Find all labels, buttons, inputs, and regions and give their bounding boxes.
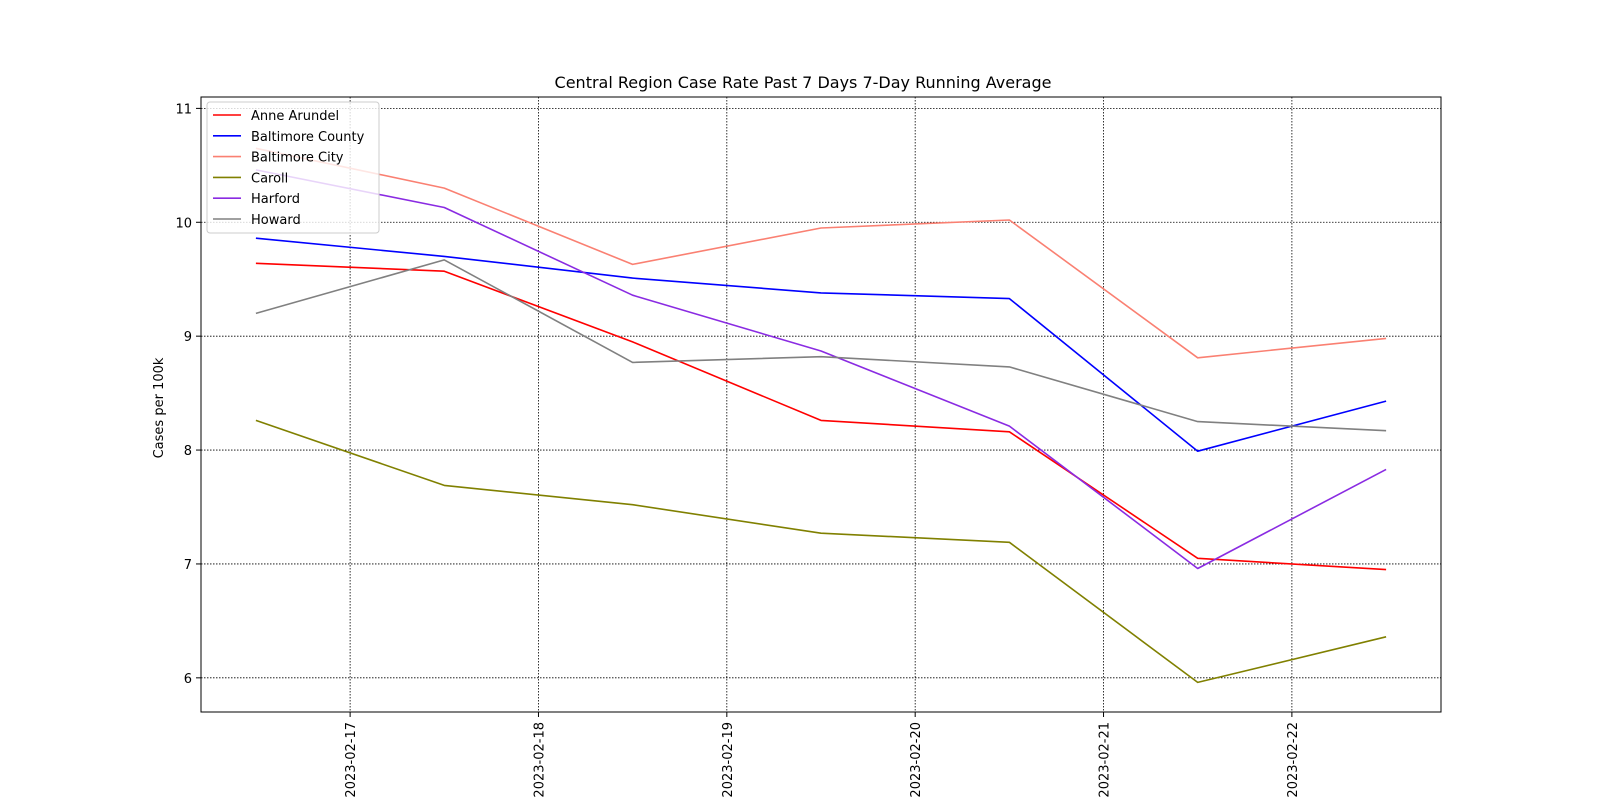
legend-label: Caroll [251, 171, 288, 186]
legend-label: Anne Arundel [251, 109, 339, 124]
series-line [255, 259, 1387, 432]
x-tick-label: 2023-02-18 [532, 722, 547, 798]
x-tick-label: 2023-02-20 [909, 722, 924, 798]
x-tick-label: 2023-02-21 [1098, 722, 1113, 798]
x-tick-label: 2023-02-22 [1286, 722, 1301, 798]
series-line [255, 262, 1387, 571]
plot-frame [200, 96, 1442, 713]
legend-label: Baltimore County [251, 130, 365, 145]
legend: Anne Arundel Baltimore County Baltimore Ci… [206, 101, 380, 234]
y-tick-label: 7 [184, 558, 192, 573]
y-tick-label: 10 [175, 216, 192, 231]
series-lines [255, 147, 1387, 684]
y-tick-label: 9 [184, 330, 192, 345]
x-tick-label: 2023-02-17 [344, 722, 359, 798]
x-tick-label: 2023-02-19 [721, 722, 736, 798]
legend-label: Baltimore City [251, 151, 344, 166]
series-line [255, 147, 1387, 359]
y-axis-label: Cases per 100k [152, 357, 167, 458]
series-line [255, 237, 1387, 453]
axis-ticks: 6 7 8 9 10 11 2023-02-17 2023-02-18 2023-02-19 20… [175, 102, 1300, 797]
legend-box [206, 101, 380, 234]
y-tick-label: 11 [175, 102, 192, 117]
legend-label: Harford [251, 192, 300, 207]
y-tick-label: 8 [184, 444, 192, 459]
legend-label: Howard [251, 213, 301, 228]
grid-lines [201, 97, 1441, 712]
y-tick-label: 6 [184, 672, 192, 687]
series-line [255, 169, 1387, 570]
chart-title: Central Region Case Rate Past 7 Days 7-D… [555, 73, 1052, 92]
series-line [255, 419, 1387, 684]
